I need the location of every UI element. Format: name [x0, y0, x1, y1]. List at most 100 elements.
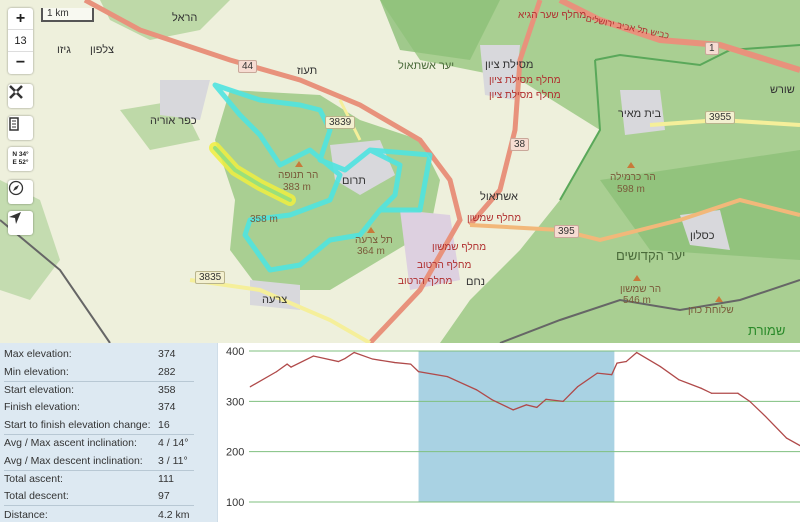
place-label: יער אשתאול: [398, 60, 455, 72]
stat-label: Avg / Max ascent inclination:: [4, 437, 137, 450]
interchange-label: מחלף שמשון: [432, 242, 487, 253]
stat-value: 4.2 km: [158, 508, 190, 521]
stat-value: 97: [158, 490, 170, 503]
elevation-point: [276, 371, 278, 373]
compass-button[interactable]: [8, 180, 33, 204]
elevation-point: [764, 415, 767, 418]
peak-name: הר תנופה: [278, 170, 319, 181]
interchange-label: מחלף שמשון: [467, 213, 522, 224]
coords-line2: E 52°: [12, 159, 29, 166]
coordinates-button[interactable]: N 34° E 52°: [8, 147, 33, 171]
elevation-point: [636, 351, 638, 354]
peak-name: שלוחת כהן: [688, 305, 734, 316]
elevation-point: [737, 392, 739, 394]
place-label: יער הקדושים: [616, 248, 686, 263]
stat-row: Avg / Max ascent inclination: 4 / 14°: [4, 433, 194, 452]
place-label: נחם: [466, 276, 485, 288]
stat-label: Total ascent:: [4, 472, 63, 485]
stat-row: Finish elevation: 374: [4, 398, 217, 416]
place-label: שורש: [770, 84, 795, 96]
stat-label: Avg / Max descent inclination:: [4, 454, 143, 467]
zoom-level: 13: [8, 30, 33, 52]
interchange-label: מחלף מסילת ציון: [489, 90, 561, 101]
zoom-in-button[interactable]: +: [8, 8, 33, 30]
stat-label: Start elevation:: [4, 383, 75, 396]
layers-button[interactable]: [8, 116, 33, 140]
road-shield: 1: [705, 42, 719, 55]
elevation-stats-panel: Max elevation: 374 Min elevation: 282 Star…: [0, 343, 217, 522]
place-label: כפר אוריה: [150, 115, 197, 127]
locate-button[interactable]: [8, 211, 33, 235]
place-label: צרעה: [262, 294, 288, 306]
stat-label: Start to finish elevation change:: [4, 419, 151, 432]
place-label: תעוז: [297, 65, 318, 77]
elevation-point: [337, 360, 339, 363]
elevation-point: [562, 400, 564, 402]
road-shield: 3955: [705, 111, 736, 124]
stat-value: 374: [158, 347, 176, 360]
stat-value: 358: [158, 383, 176, 396]
elevation-point: [475, 389, 477, 391]
elevation-point: [512, 409, 514, 411]
road-shield: 3835: [195, 271, 226, 284]
stat-row: Start elevation: 358: [4, 380, 194, 399]
peak-name: תל צרעה: [355, 235, 393, 246]
road-shield: 44: [238, 60, 258, 73]
elevation-profile-chart[interactable]: 400 300 200 100: [217, 343, 800, 522]
place-label: צלפון: [90, 44, 115, 56]
elevation-point: [625, 360, 627, 363]
elevation-point: [711, 392, 713, 394]
elevation-point: [446, 376, 449, 378]
map[interactable]: הראל צלפון גיזו תעוז כפר אוריה יער אשתאו…: [0, 0, 800, 343]
elevation-point: [371, 358, 374, 360]
interchange-label: מחלף הרטוב: [417, 260, 472, 271]
place-label: תרום: [342, 175, 366, 187]
peak-name: הר כרמילה: [610, 172, 656, 183]
place-label: גיזו: [57, 44, 71, 56]
stat-value: 3 / 11°: [158, 454, 188, 467]
map-canvas: [0, 0, 800, 343]
stat-value: 4 / 14°: [158, 437, 189, 450]
y-tick-label: 300: [226, 396, 244, 408]
selection-range: [418, 351, 615, 502]
peak-name: הר שמשון: [620, 284, 662, 295]
peak-elevation: 598 m: [617, 184, 645, 195]
tools-button[interactable]: [8, 84, 33, 108]
stat-value: 282: [158, 365, 176, 378]
elevation-point: [410, 363, 412, 365]
peak-elevation: 358 m: [250, 214, 278, 225]
zoom-control: + 13 −: [8, 8, 33, 74]
stat-row: Avg / Max descent inclination: 3 / 11°: [4, 452, 217, 470]
coords-line1: N 34°: [12, 151, 29, 158]
elevation-point: [611, 374, 613, 376]
peak-elevation: 546 m: [623, 295, 651, 306]
elevation-point: [576, 386, 579, 388]
elevation-point: [353, 351, 355, 354]
stat-row: Total descent: 97: [4, 487, 217, 505]
elevation-point: [312, 355, 314, 357]
stat-label: Min elevation:: [4, 365, 69, 378]
stat-row: Total ascent: 111: [4, 469, 194, 488]
elevation-point: [659, 366, 661, 368]
elevation-point: [785, 437, 788, 439]
place-label: אשתאול: [480, 191, 518, 203]
stat-label: Max elevation:: [4, 347, 72, 360]
y-tick-label: 100: [226, 497, 244, 509]
road-shield: 38: [510, 138, 530, 151]
elevation-point: [545, 398, 547, 400]
elevation-point: [344, 357, 346, 360]
stat-row: Max elevation: 374: [4, 345, 217, 363]
elevation-point: [249, 386, 251, 388]
chart-svg[interactable]: 400 300 200 100: [218, 343, 800, 522]
interchange-label: מחלף שער הגיא: [518, 10, 587, 21]
elevation-point: [678, 379, 680, 381]
elevation-point: [525, 404, 527, 406]
place-label: בית מאיר: [618, 108, 662, 120]
elevation-point: [491, 399, 493, 401]
stat-value: 111: [158, 472, 174, 485]
elevation-point: [749, 400, 751, 402]
zoom-out-button[interactable]: −: [15, 54, 26, 71]
stat-value: 374: [158, 401, 176, 414]
elevation-point: [536, 406, 538, 408]
stat-row: Min elevation: 282: [4, 363, 217, 381]
